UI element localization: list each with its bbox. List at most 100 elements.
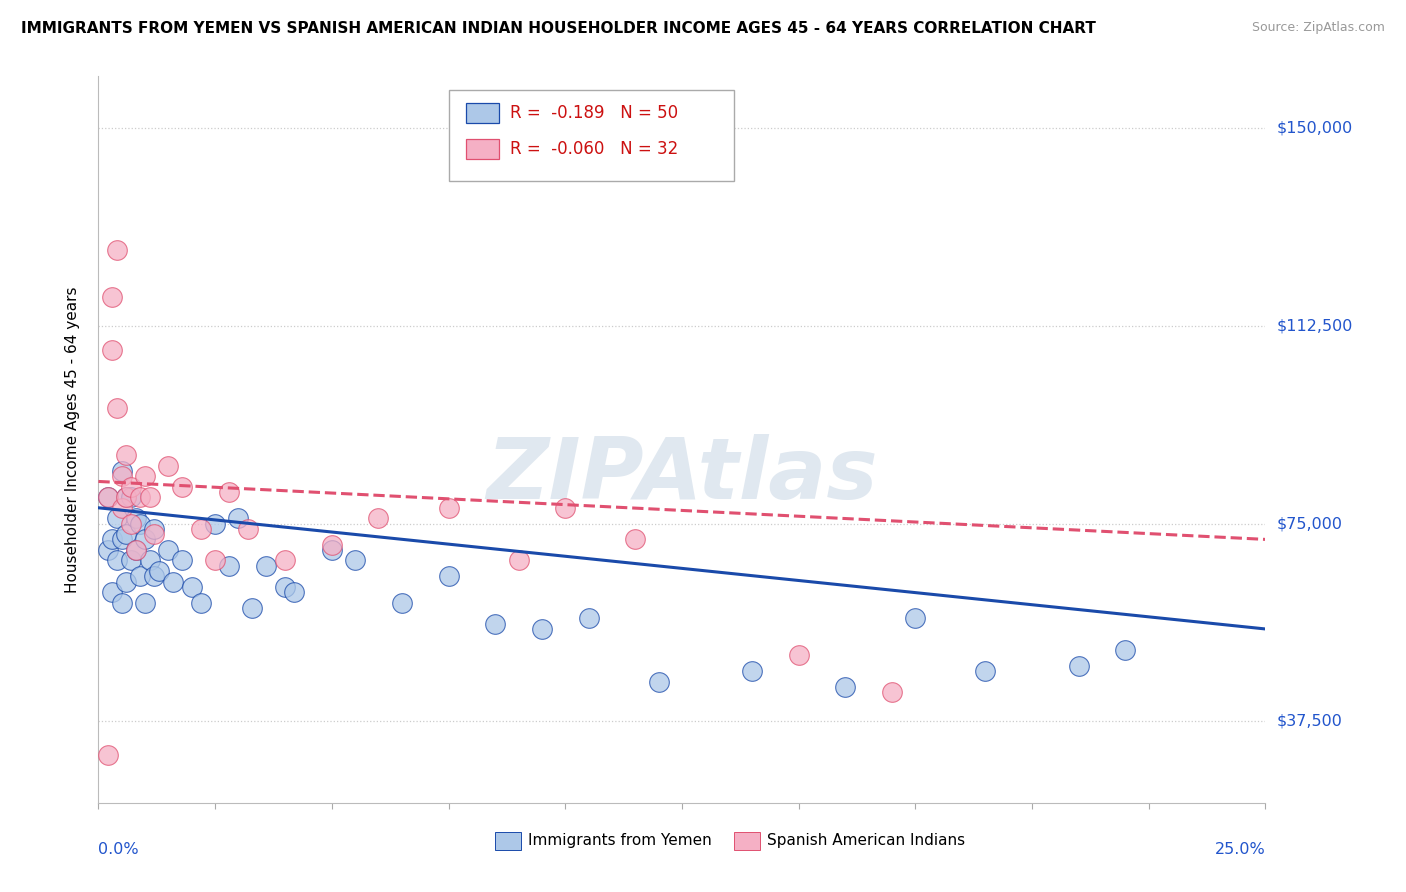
Point bbox=[834, 680, 856, 694]
Point bbox=[172, 480, 194, 494]
Bar bbox=[465, 139, 499, 160]
Text: R =  -0.060   N = 32: R = -0.060 N = 32 bbox=[510, 140, 679, 158]
Point bbox=[129, 490, 152, 504]
Text: $75,000: $75,000 bbox=[1277, 516, 1343, 531]
Point bbox=[125, 511, 148, 525]
Bar bbox=[495, 832, 520, 850]
Point bbox=[162, 574, 184, 589]
Point bbox=[115, 527, 138, 541]
Point bbox=[321, 538, 343, 552]
Point bbox=[787, 648, 810, 663]
Y-axis label: Householder Income Ages 45 - 64 years: Householder Income Ages 45 - 64 years bbox=[65, 286, 80, 592]
Point bbox=[148, 564, 170, 578]
Point bbox=[1067, 658, 1090, 673]
Point bbox=[134, 596, 156, 610]
Text: $37,500: $37,500 bbox=[1277, 714, 1343, 729]
Bar bbox=[734, 832, 761, 850]
Point bbox=[120, 553, 142, 567]
Point bbox=[115, 448, 138, 462]
Point bbox=[204, 553, 226, 567]
Text: 25.0%: 25.0% bbox=[1215, 842, 1265, 856]
Point bbox=[554, 500, 576, 515]
Point bbox=[120, 480, 142, 494]
Point bbox=[101, 585, 124, 599]
Point bbox=[115, 490, 138, 504]
Point bbox=[283, 585, 305, 599]
Point bbox=[647, 674, 669, 689]
Point bbox=[125, 543, 148, 558]
Point bbox=[97, 543, 120, 558]
Point bbox=[105, 401, 128, 415]
Point bbox=[1114, 643, 1136, 657]
Point bbox=[218, 485, 240, 500]
Point bbox=[242, 600, 264, 615]
Point bbox=[101, 290, 124, 304]
Point bbox=[344, 553, 367, 567]
Point bbox=[228, 511, 250, 525]
Text: $150,000: $150,000 bbox=[1277, 121, 1353, 136]
Point bbox=[172, 553, 194, 567]
Text: Spanish American Indians: Spanish American Indians bbox=[768, 833, 966, 848]
Point bbox=[97, 490, 120, 504]
Text: R =  -0.189   N = 50: R = -0.189 N = 50 bbox=[510, 103, 679, 122]
Point bbox=[190, 596, 212, 610]
Point bbox=[391, 596, 413, 610]
Point bbox=[508, 553, 530, 567]
Point bbox=[143, 527, 166, 541]
Point bbox=[105, 243, 128, 257]
Text: 0.0%: 0.0% bbox=[98, 842, 139, 856]
Point bbox=[129, 569, 152, 583]
Point bbox=[101, 533, 124, 547]
Point bbox=[134, 533, 156, 547]
Point bbox=[180, 580, 202, 594]
Text: Immigrants from Yemen: Immigrants from Yemen bbox=[527, 833, 711, 848]
FancyBboxPatch shape bbox=[449, 90, 734, 181]
Point bbox=[120, 516, 142, 531]
Bar bbox=[465, 103, 499, 123]
Point bbox=[134, 469, 156, 483]
Point bbox=[120, 490, 142, 504]
Point bbox=[125, 543, 148, 558]
Point bbox=[437, 569, 460, 583]
Point bbox=[274, 553, 297, 567]
Point bbox=[97, 490, 120, 504]
Point bbox=[530, 622, 553, 636]
Point bbox=[157, 458, 180, 473]
Point bbox=[974, 664, 997, 678]
Point bbox=[578, 611, 600, 625]
Point bbox=[190, 522, 212, 536]
Point bbox=[111, 464, 134, 478]
Point bbox=[321, 543, 343, 558]
Point bbox=[256, 558, 278, 573]
Point bbox=[204, 516, 226, 531]
Point bbox=[101, 343, 124, 357]
Point bbox=[129, 516, 152, 531]
Point bbox=[484, 616, 506, 631]
Point bbox=[111, 500, 134, 515]
Point bbox=[904, 611, 927, 625]
Point bbox=[157, 543, 180, 558]
Text: $112,500: $112,500 bbox=[1277, 318, 1353, 334]
Point bbox=[143, 569, 166, 583]
Point bbox=[880, 685, 903, 699]
Point bbox=[97, 748, 120, 763]
Point bbox=[624, 533, 647, 547]
Text: IMMIGRANTS FROM YEMEN VS SPANISH AMERICAN INDIAN HOUSEHOLDER INCOME AGES 45 - 64: IMMIGRANTS FROM YEMEN VS SPANISH AMERICA… bbox=[21, 21, 1095, 37]
Point bbox=[274, 580, 297, 594]
Point bbox=[105, 553, 128, 567]
Point bbox=[741, 664, 763, 678]
Point bbox=[111, 469, 134, 483]
Point bbox=[437, 500, 460, 515]
Point bbox=[115, 574, 138, 589]
Point bbox=[218, 558, 240, 573]
Point bbox=[111, 533, 134, 547]
Point bbox=[139, 553, 162, 567]
Point bbox=[115, 490, 138, 504]
Point bbox=[143, 522, 166, 536]
Point bbox=[105, 511, 128, 525]
Point bbox=[236, 522, 259, 536]
Text: Source: ZipAtlas.com: Source: ZipAtlas.com bbox=[1251, 21, 1385, 35]
Point bbox=[367, 511, 389, 525]
Point bbox=[111, 596, 134, 610]
Text: ZIPAtlas: ZIPAtlas bbox=[486, 434, 877, 517]
